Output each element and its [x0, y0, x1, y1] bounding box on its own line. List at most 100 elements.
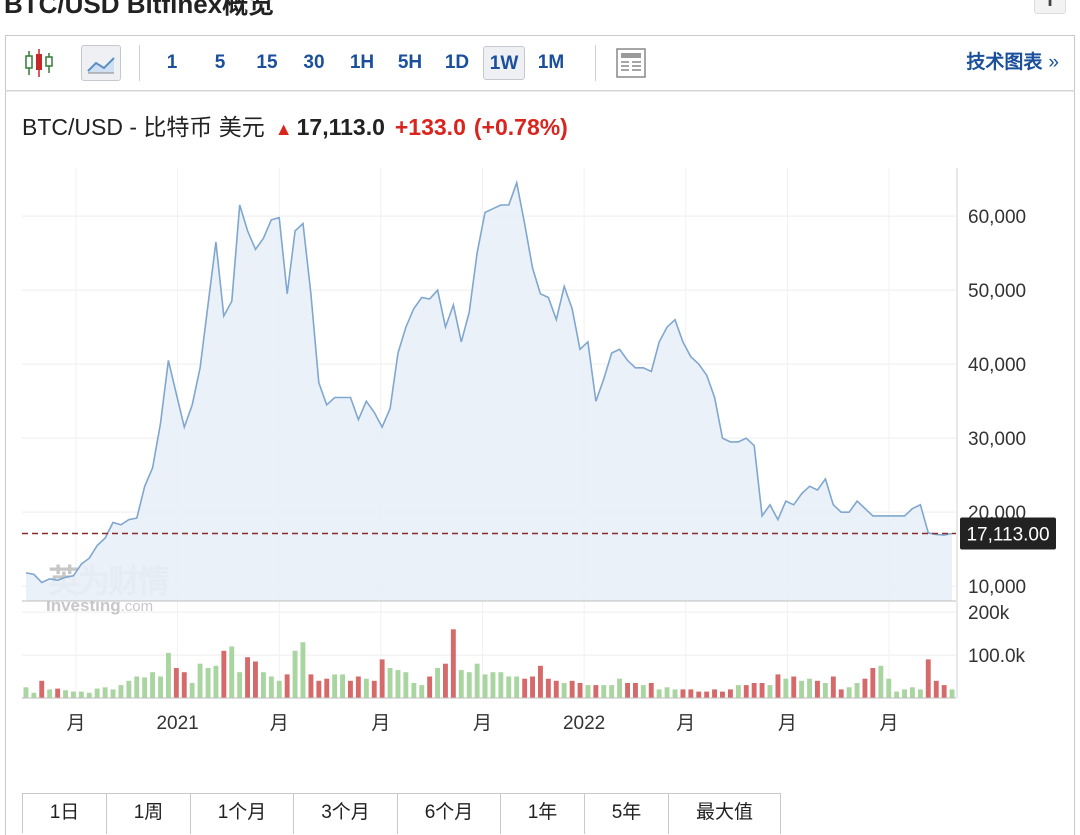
volume-bar	[118, 685, 124, 698]
volume-bar	[498, 672, 504, 698]
x-tick-label: 月	[371, 713, 390, 734]
volume-bar	[150, 672, 155, 698]
interval-15-button[interactable]: 15	[256, 52, 278, 73]
range-5y-button[interactable]: 5年	[585, 794, 669, 834]
volume-bar	[720, 691, 725, 698]
volume-bar	[229, 646, 235, 698]
volume-bar	[213, 665, 219, 698]
range-1y-button[interactable]: 1年	[501, 794, 585, 834]
x-tick-label: 2021	[156, 713, 198, 734]
range-1w-button[interactable]: 1周	[107, 794, 191, 834]
volume-bar	[846, 687, 852, 698]
volume-bar	[538, 665, 543, 698]
volume-bar	[854, 683, 860, 698]
volume-bar	[205, 668, 211, 698]
x-tick-label: 月	[778, 713, 797, 734]
last-price-tag-label: 17,113.00	[966, 525, 1049, 546]
range-1d-button[interactable]: 1日	[23, 794, 107, 834]
price-area-fill	[26, 182, 952, 602]
last-price-group: 17,113.00	[22, 517, 1056, 550]
price-tick-label: 30,000	[968, 429, 1026, 450]
volume-bar	[917, 689, 923, 698]
volume-bar	[379, 659, 385, 698]
area-chart-icon[interactable]	[81, 45, 121, 81]
volume-bar	[545, 678, 551, 698]
volume-bar	[902, 689, 907, 698]
range-6m-button[interactable]: 6个月	[398, 794, 501, 834]
volume-bar	[482, 674, 488, 698]
price-tick-label: 40,000	[968, 355, 1026, 376]
volume-bar	[941, 685, 947, 698]
chevron-right-icon: »	[1048, 52, 1059, 73]
volume-bar	[577, 683, 583, 698]
volume-bar	[268, 676, 274, 698]
x-tick-label: 月	[879, 713, 898, 734]
volume-bar	[126, 680, 132, 698]
volume-bar	[261, 672, 266, 698]
volume-bar	[86, 692, 92, 698]
volume-bar	[47, 689, 53, 698]
volume-bar	[324, 678, 330, 698]
x-tick-label: 月	[270, 713, 289, 734]
up-arrow-icon: ▲	[274, 119, 293, 139]
interval-1-button[interactable]: 1	[166, 52, 178, 73]
volume-bar	[94, 688, 100, 698]
volume-bar	[949, 689, 955, 698]
volume-bar	[799, 680, 805, 698]
volume-bar	[39, 680, 45, 698]
volume-bar	[158, 676, 163, 698]
volume-bar	[363, 678, 369, 698]
toolbar-separator	[139, 45, 140, 81]
volume-tick-label: 100.0k	[968, 646, 1026, 667]
info-icon[interactable]: i	[1034, 0, 1066, 14]
volume-bar	[878, 665, 884, 698]
volume-bars	[23, 629, 955, 698]
page-title: BTC/USD Bitfinex概览	[4, 0, 275, 19]
volume-bar	[403, 672, 409, 698]
volume-bar	[522, 678, 528, 698]
news-overlay-icon[interactable]	[613, 45, 649, 81]
interval-1h-button[interactable]: 1H	[349, 52, 375, 73]
candlestick-chart-icon[interactable]	[21, 45, 61, 81]
interval-5-button[interactable]: 5	[214, 52, 226, 73]
volume-bar	[704, 691, 710, 698]
volume-bar	[696, 691, 702, 698]
volume-bar	[427, 676, 433, 698]
interval-5h-button[interactable]: 5H	[397, 52, 423, 73]
volume-bar	[688, 689, 694, 698]
volume-bar	[189, 683, 195, 698]
volume-bar	[142, 677, 148, 698]
interval-1d-button[interactable]: 1D	[444, 52, 470, 73]
volume-bar	[102, 687, 108, 698]
range-selector: 1日 1周 1个月 3个月 6个月 1年 5年 最大值	[22, 793, 781, 834]
technical-chart-link[interactable]: 技术图表»	[966, 46, 1059, 80]
toolbar-separator	[595, 45, 596, 81]
volume-bar	[292, 650, 298, 698]
interval-30-button[interactable]: 30	[303, 52, 325, 73]
range-3m-button[interactable]: 3个月	[294, 794, 398, 834]
volume-bar	[783, 678, 789, 698]
volume-bar	[197, 663, 203, 698]
volume-bar	[348, 680, 353, 698]
price-series-line	[25, 179, 953, 584]
volume-bar	[680, 689, 686, 698]
volume-bar	[435, 668, 440, 698]
volume-bar	[617, 678, 622, 698]
range-max-button[interactable]: 最大值	[669, 794, 781, 834]
volume-bar	[822, 683, 828, 698]
range-1m-button[interactable]: 1个月	[191, 794, 294, 834]
volume-bar	[308, 674, 314, 698]
volume-bar	[870, 668, 876, 698]
volume-bar	[601, 685, 607, 698]
interval-1m-button[interactable]: 1M	[537, 52, 565, 73]
volume-bar	[371, 680, 377, 698]
volume-bar	[791, 676, 797, 698]
volume-bar	[910, 687, 915, 698]
volume-bar	[514, 676, 520, 698]
volume-bar	[735, 685, 741, 698]
chart-toolbar: 1 5 15 30 1H 5H 1D 1W 1M 技术图表»	[5, 35, 1075, 91]
volume-bar	[838, 689, 844, 698]
interval-1w-button[interactable]: 1W	[483, 46, 525, 80]
volume-bar	[593, 685, 599, 698]
